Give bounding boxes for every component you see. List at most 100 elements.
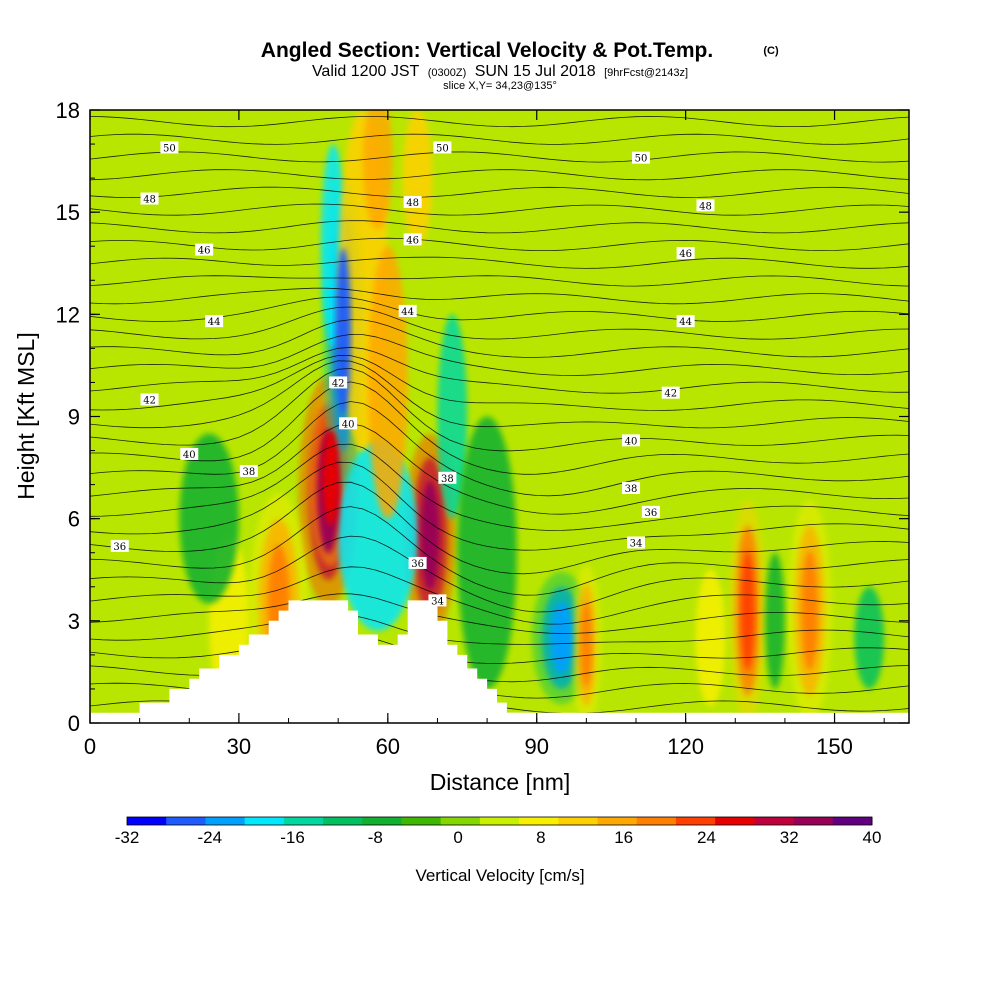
colorbar-swatch [754, 817, 795, 825]
contour-label: 48 [696, 199, 715, 212]
terrain-mask [90, 600, 909, 723]
contour-label-text: 48 [699, 201, 712, 212]
colorbar-swatch [558, 817, 599, 825]
theta-contour [90, 333, 909, 376]
subtitle-valid: Valid 1200 JST [312, 63, 420, 80]
contour-label: 38 [622, 482, 641, 495]
theta-contour [90, 461, 909, 551]
theta-contour-labels: 50 50 50 48 48 48 46 46 46 44 44 44 42 42 42 40 40 40 38 38… [110, 141, 715, 607]
contour-label-text: 40 [183, 450, 196, 461]
contour-label-text: 48 [143, 195, 156, 206]
theta-contour [90, 116, 909, 128]
subtitle-date: SUN 15 Jul 2018 [475, 63, 596, 80]
contour-label-text: 34 [431, 596, 444, 607]
contour-label-text: 48 [406, 198, 419, 209]
contour-label-text: 42 [332, 378, 345, 389]
theta-contour [90, 287, 909, 305]
contour-label-box [195, 243, 214, 256]
contour-label: 42 [329, 376, 348, 389]
colorbar-tick-label: 24 [697, 828, 716, 847]
colorbar-tick-label: 16 [614, 828, 633, 847]
contour-label: 44 [676, 315, 695, 328]
contour-label: 48 [140, 192, 159, 206]
contour-label-box [239, 464, 258, 477]
velocity-cell [765, 552, 785, 689]
x-tick-label: 120 [667, 734, 704, 759]
contour-label: 40 [622, 434, 641, 447]
contour-label-text: 44 [679, 317, 692, 328]
contour-label-text: 42 [664, 389, 677, 400]
plot-area: 50 50 50 48 48 48 46 46 46 44 44 44 42 42 42 40 40 40 38 38… [90, 110, 909, 723]
chart-slice-label: slice X,Y= 34,23@135° [443, 80, 557, 92]
colorbar-swatch [362, 817, 402, 825]
theta-contour [90, 367, 909, 452]
theta-contour [90, 506, 909, 596]
colorbar-tick-label: 8 [536, 828, 545, 847]
velocity-cell [363, 110, 393, 230]
y-axis-label: Height [Kft MSL] [13, 332, 39, 499]
theta-contour [90, 355, 909, 411]
contour-label: 36 [641, 505, 660, 519]
colorbar-swatch [793, 817, 834, 825]
contour-label-box [339, 417, 358, 430]
colorbar-swatch [127, 817, 167, 825]
contour-label-text: 38 [625, 484, 638, 495]
contour-label-text: 46 [679, 249, 692, 260]
contour-label: 44 [398, 304, 417, 318]
theta-contour [90, 296, 909, 322]
theta-contour [90, 275, 909, 287]
contour-label-box [428, 594, 447, 607]
colorbar-swatch [401, 817, 442, 825]
theta-contour [90, 306, 909, 340]
contour-label: 50 [433, 141, 452, 154]
colorbar-tick-label: -24 [197, 828, 222, 847]
contour-label: 46 [195, 243, 214, 257]
contour-label-text: 42 [143, 395, 156, 406]
y-tick-label: 0 [68, 711, 80, 736]
colorbar-swatch [205, 817, 246, 825]
contour-label-box [408, 556, 427, 569]
subtitle-forecast: [9hrFcst@2143z] [604, 67, 688, 79]
theta-contour [90, 203, 909, 216]
colorbar-swatch [283, 817, 324, 825]
contour-label: 38 [438, 471, 457, 485]
theta-contour [90, 381, 909, 475]
contour-label-box [403, 233, 422, 246]
velocity-cell [457, 416, 517, 689]
contour-label: 40 [180, 447, 199, 461]
contour-label-box [403, 195, 422, 208]
velocity-cell-core [801, 551, 818, 671]
theta-contour [90, 566, 909, 625]
contour-label-text: 36 [645, 508, 658, 519]
contour-label: 34 [627, 536, 645, 550]
contour-label: 42 [661, 386, 680, 400]
x-tick-label: 60 [376, 734, 400, 759]
contour-label-box [329, 376, 348, 389]
colorbar-tick-label: -8 [368, 828, 383, 847]
contour-label: 38 [239, 464, 258, 478]
colorbar-tick-label: 32 [780, 828, 799, 847]
contour-label: 48 [403, 195, 422, 209]
contour-label-box [438, 471, 457, 484]
contour-label: 36 [110, 539, 129, 553]
velocity-cell [437, 314, 468, 519]
y-tick-label: 15 [56, 200, 80, 225]
y-tick-label: 18 [56, 98, 80, 123]
y-tick-label: 9 [68, 405, 80, 430]
theta-contour [90, 151, 909, 163]
x-tick-label: 0 [84, 734, 96, 759]
contour-label-box [676, 315, 695, 328]
terrain-base [90, 712, 909, 723]
contour-label-box [641, 505, 660, 518]
colorbar-swatch [519, 817, 559, 825]
chart-subtitle: Valid 1200 JST (0300Z) SUN 15 Jul 2018 [… [312, 63, 688, 80]
theta-contour [90, 237, 909, 252]
velocity-cell-core [580, 601, 592, 688]
terrain [139, 600, 537, 723]
velocity-cell [854, 586, 885, 689]
velocity-cell-core [420, 480, 440, 591]
contour-label-box [627, 536, 645, 549]
theta-contour [90, 535, 909, 613]
contour-label: 42 [140, 393, 159, 406]
